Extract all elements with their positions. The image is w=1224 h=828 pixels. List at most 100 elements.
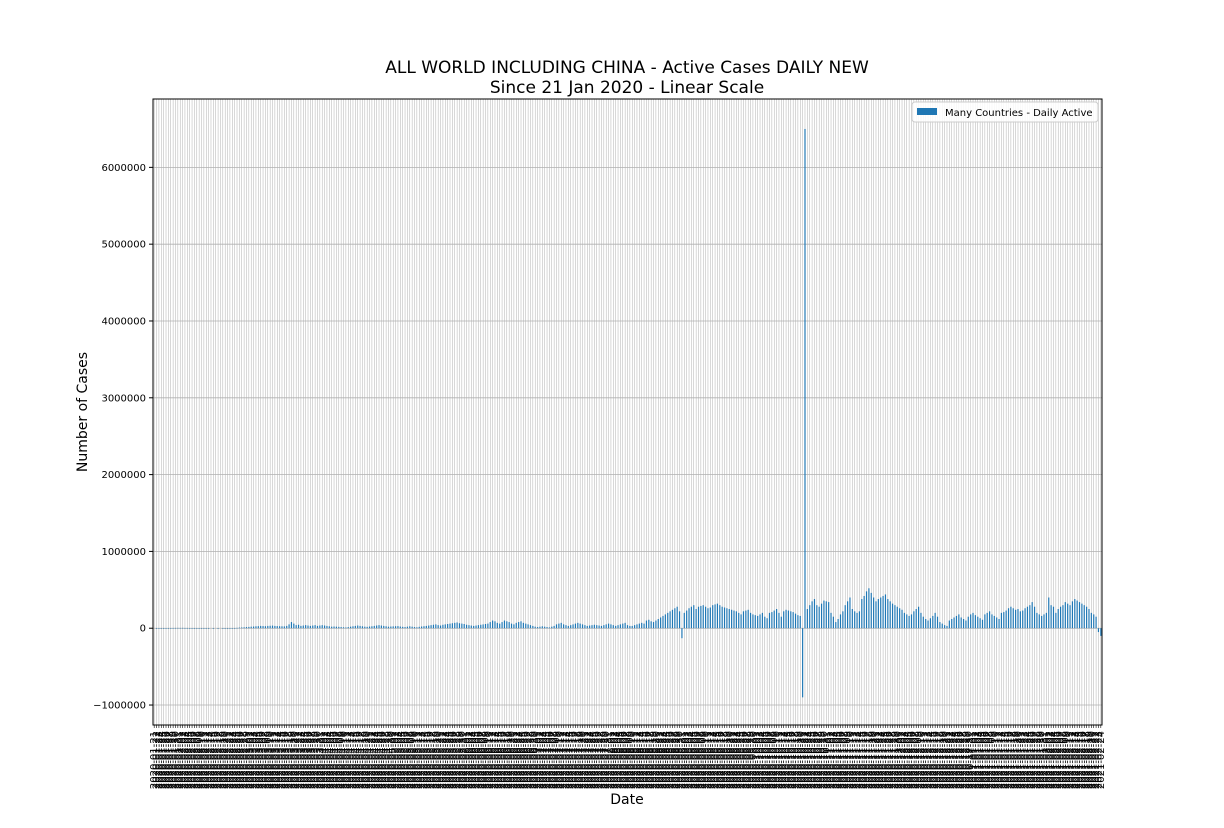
bar [939, 622, 941, 629]
x-tick-label: 2020-03-24 [298, 731, 309, 789]
x-tick-label: 2020-07-06 [544, 731, 555, 789]
bar [565, 625, 567, 629]
x-tick-label: 2021-02-14 [1072, 731, 1083, 789]
x-tick-label: 2020-04-30 [386, 731, 397, 789]
bar [529, 625, 532, 629]
bar [631, 625, 633, 629]
x-tick-label: 2021-01-12 [994, 731, 1005, 789]
bar [910, 614, 913, 629]
bar [589, 625, 591, 629]
bar [792, 612, 794, 629]
bar [716, 603, 719, 629]
x-tick-label: 2020-03-19 [286, 731, 297, 789]
x-tick-label: 2020-09-02 [682, 731, 693, 789]
bar [1059, 606, 1062, 629]
x-tick-label: 2020-08-29 [672, 731, 683, 789]
x-tick-label: 2021-01-25 [1025, 731, 1036, 789]
bar [390, 626, 392, 629]
x-tick-label: 2020-04-18 [357, 731, 368, 789]
bar [271, 625, 274, 629]
bar [693, 605, 695, 629]
x-tick-label: 2020-04-21 [365, 731, 376, 789]
bar [520, 621, 522, 629]
bar [316, 625, 319, 629]
x-tick-label: 2021-02-13 [1070, 731, 1081, 789]
bar [1057, 609, 1059, 629]
x-tick-label: 2020-07-18 [573, 731, 584, 789]
bar [373, 625, 375, 629]
x-tick-label: 2020-06-09 [481, 731, 492, 789]
x-tick-label: 2021-01-24 [1022, 731, 1033, 789]
x-tick-label: 2020-06-02 [464, 731, 475, 789]
x-tick-label: 2020-12-29 [961, 731, 972, 789]
x-tick-label: 2020-07-03 [537, 731, 548, 789]
x-tick-label: 2020-09-03 [684, 731, 695, 789]
bar [435, 624, 437, 629]
bar [409, 626, 411, 629]
bar [908, 615, 910, 629]
bar [977, 616, 979, 629]
x-tick-label: 2020-10-19 [793, 731, 804, 789]
x-tick-label: 2020-12-08 [911, 731, 922, 789]
y-tick-label: 5000000 [101, 240, 146, 251]
x-tick-label: 2020-03-21 [291, 731, 302, 789]
bar [738, 612, 740, 629]
bar [525, 623, 527, 629]
x-tick-label: 2020-05-20 [433, 731, 444, 789]
bar [1086, 606, 1088, 629]
x-tick-label: 2020-12-19 [937, 731, 948, 789]
x-tick-label: 2020-03-14 [275, 731, 286, 789]
bar [619, 624, 621, 629]
bar [773, 610, 775, 629]
bar [501, 622, 503, 629]
x-tick-label: 2020-04-22 [367, 731, 378, 789]
bar [683, 612, 685, 629]
bar [794, 613, 797, 629]
bar [868, 588, 870, 629]
bar [641, 622, 643, 629]
x-tick-label: 2020-09-01 [679, 731, 690, 789]
bar [205, 628, 207, 629]
x-tick-label: 2020-10-14 [781, 731, 792, 789]
x-tick-label: 2021-02-04 [1048, 731, 1059, 789]
x-tick-label: 2020-04-08 [334, 731, 345, 789]
bar [913, 611, 915, 629]
bar [527, 624, 529, 629]
x-tick-label: 2020-05-10 [410, 731, 421, 789]
x-tick-label: 2020-11-12 [850, 731, 861, 789]
x-tick-label: 2021-01-28 [1032, 731, 1043, 789]
x-tick-label: 2020-09-27 [741, 731, 752, 789]
x-tick-label: 2020-03-28 [308, 731, 319, 789]
bar [1041, 615, 1043, 629]
x-tick-label: 2020-05-01 [388, 731, 399, 789]
x-tick-label: 2021-02-17 [1079, 731, 1090, 789]
x-tick-label: 2020-03-10 [265, 731, 276, 789]
x-tick-label: 2020-02-10 [197, 731, 208, 789]
x-tick-label: 2020-05-22 [438, 731, 449, 789]
x-tick-label: 2021-02-10 [1063, 731, 1074, 789]
x-tick-label: 2020-09-06 [691, 731, 702, 789]
x-tick-label: 2020-01-28 [166, 731, 177, 789]
bar [487, 623, 489, 629]
x-tick-label: 2020-06-03 [466, 731, 477, 789]
x-tick-label: 2020-07-16 [568, 731, 579, 789]
x-tick-label: 2020-06-30 [530, 731, 541, 789]
x-tick-label: 2021-02-16 [1077, 731, 1088, 789]
bar [735, 611, 737, 629]
bar [662, 615, 664, 629]
x-tick-label: 2020-06-29 [528, 731, 539, 789]
x-tick-label: 2021-01-27 [1030, 731, 1041, 789]
x-tick-label: 2020-08-04 [613, 731, 624, 789]
x-tick-label: 2020-03-08 [260, 731, 271, 789]
x-tick-label: 2020-12-28 [959, 731, 970, 789]
bar [768, 612, 771, 629]
chart-subtitle: Since 21 Jan 2020 - Linear Scale [490, 78, 764, 98]
x-tick-label: 2020-04-15 [350, 731, 361, 789]
x-tick-label: 2021-02-01 [1041, 731, 1052, 789]
x-tick-label: 2020-03-15 [277, 731, 288, 789]
bar [553, 625, 555, 629]
bar [622, 623, 624, 629]
bar [948, 620, 950, 629]
x-tick-label: 2020-07-27 [594, 731, 605, 789]
bar [371, 626, 373, 629]
